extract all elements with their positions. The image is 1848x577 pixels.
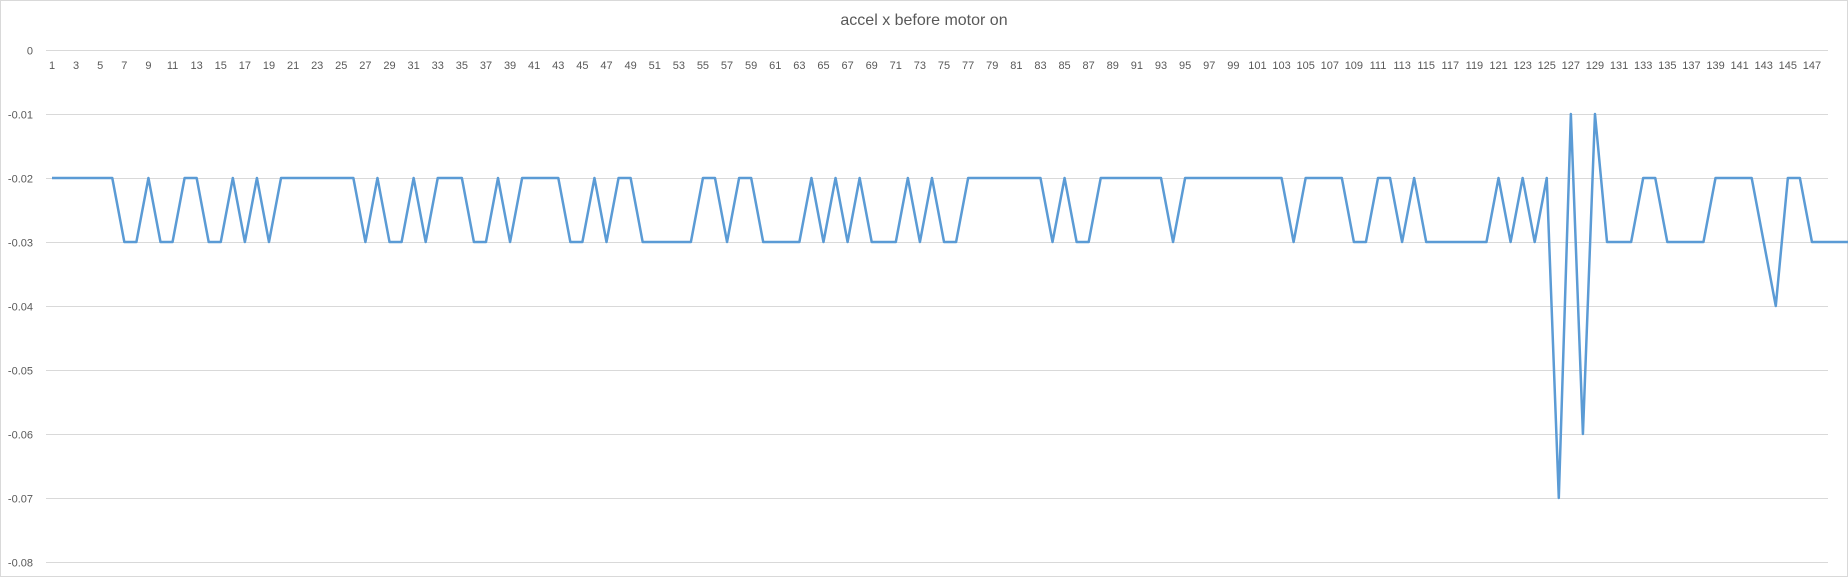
x-tick-label: 17	[239, 60, 251, 72]
x-tick-label: 19	[263, 60, 275, 72]
chart-title: accel x before motor on	[840, 12, 1008, 29]
x-tick-label: 81	[1010, 60, 1022, 72]
x-tick-label: 67	[841, 60, 853, 72]
x-tick-label: 107	[1321, 60, 1339, 72]
x-tick-label: 117	[1442, 60, 1460, 72]
x-tick-label: 129	[1586, 60, 1604, 72]
x-tick-label: 3	[73, 60, 79, 72]
x-tick-label: 115	[1417, 60, 1435, 72]
x-tick-label: 75	[938, 60, 950, 72]
x-tick-label: 83	[1034, 60, 1046, 72]
x-tick-label: 11	[167, 60, 178, 72]
x-tick-label: 131	[1610, 60, 1628, 72]
x-tick-label: 13	[191, 60, 203, 72]
x-tick-label: 45	[576, 60, 588, 72]
y-tick-label: -0.04	[8, 302, 33, 314]
x-tick-label: 37	[480, 60, 492, 72]
x-tick-label: 145	[1779, 60, 1797, 72]
x-tick-label: 15	[215, 60, 227, 72]
x-tick-label: 31	[408, 60, 420, 72]
x-tick-label: 9	[145, 60, 151, 72]
x-tick-label: 89	[1107, 60, 1119, 72]
y-tick-label: -0.05	[8, 366, 33, 378]
x-tick-label: 109	[1345, 60, 1363, 72]
x-tick-label: 111	[1370, 60, 1387, 72]
x-tick-label: 79	[986, 60, 998, 72]
x-tick-label: 57	[721, 60, 733, 72]
x-tick-label: 85	[1058, 60, 1070, 72]
x-tick-label: 1	[49, 60, 55, 72]
x-tick-label: 113	[1393, 60, 1411, 72]
x-tick-label: 133	[1634, 60, 1652, 72]
y-tick-label: -0.07	[8, 494, 33, 506]
x-tick-label: 77	[962, 60, 974, 72]
x-tick-label: 5	[97, 60, 103, 72]
x-tick-label: 53	[673, 60, 685, 72]
x-tick-label: 55	[697, 60, 709, 72]
y-axis-tick-labels: 0 -0.01 -0.02 -0.03 -0.04 -0.05 -0.06 -0.07 -0.0…	[8, 46, 33, 570]
x-tick-label: 95	[1179, 60, 1191, 72]
x-axis-tick-labels: 1 3 5 7 9 11 13 15 17 19 21 23 25 27 29 31 33 35 37 39 41 43 4…	[49, 60, 1821, 72]
x-tick-label: 61	[769, 60, 781, 72]
x-tick-label: 43	[552, 60, 564, 72]
x-tick-label: 25	[335, 60, 347, 72]
x-tick-label: 71	[890, 60, 902, 72]
x-tick-label: 41	[528, 60, 540, 72]
x-tick-label: 125	[1538, 60, 1556, 72]
x-tick-label: 101	[1248, 60, 1266, 72]
y-tick-label: -0.03	[8, 238, 33, 250]
x-tick-label: 21	[287, 60, 299, 72]
x-tick-label: 97	[1203, 60, 1215, 72]
x-tick-label: 93	[1155, 60, 1167, 72]
x-tick-label: 87	[1083, 60, 1095, 72]
x-tick-label: 135	[1658, 60, 1676, 72]
x-tick-label: 29	[383, 60, 395, 72]
x-tick-label: 105	[1296, 60, 1314, 72]
series-layer	[52, 112, 1848, 500]
x-tick-label: 143	[1755, 60, 1773, 72]
series-line	[52, 112, 1848, 500]
x-tick-label: 47	[600, 60, 612, 72]
x-tick-label: 49	[624, 60, 636, 72]
x-tick-label: 73	[914, 60, 926, 72]
y-tick-label: -0.01	[8, 110, 33, 122]
x-tick-label: 23	[311, 60, 323, 72]
x-tick-label: 99	[1227, 60, 1239, 72]
x-tick-label: 119	[1466, 60, 1484, 72]
y-tick-label: -0.02	[8, 174, 33, 186]
x-tick-label: 127	[1562, 60, 1580, 72]
x-tick-label: 69	[866, 60, 878, 72]
x-tick-label: 141	[1730, 60, 1748, 72]
gridlines	[46, 50, 1828, 563]
y-tick-label: -0.06	[8, 430, 33, 442]
x-tick-label: 27	[359, 60, 371, 72]
y-tick-label: -0.08	[8, 558, 33, 570]
x-tick-label: 139	[1706, 60, 1724, 72]
y-tick-label: 0	[27, 46, 33, 58]
x-tick-label: 137	[1682, 60, 1700, 72]
x-tick-label: 51	[649, 60, 661, 72]
x-tick-label: 147	[1803, 60, 1821, 72]
x-tick-label: 65	[817, 60, 829, 72]
x-tick-label: 59	[745, 60, 757, 72]
x-tick-label: 35	[456, 60, 468, 72]
x-tick-label: 63	[793, 60, 805, 72]
x-tick-label: 33	[432, 60, 444, 72]
x-tick-label: 91	[1131, 60, 1143, 72]
x-tick-label: 103	[1272, 60, 1290, 72]
x-tick-label: 39	[504, 60, 516, 72]
x-tick-label: 123	[1513, 60, 1531, 72]
x-tick-label: 7	[121, 60, 127, 72]
x-tick-label: 121	[1489, 60, 1507, 72]
